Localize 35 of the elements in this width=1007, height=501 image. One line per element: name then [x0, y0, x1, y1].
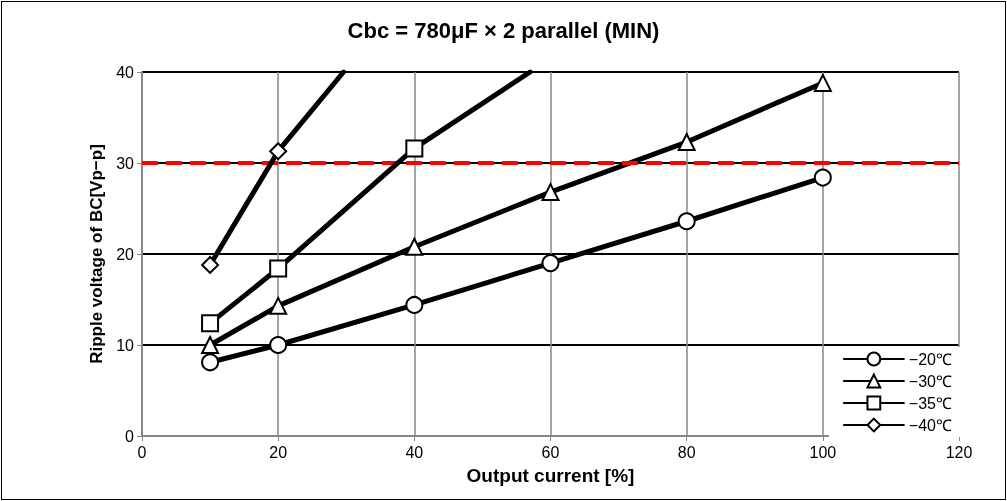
point	[269, 259, 288, 278]
point	[201, 353, 220, 372]
x-tick-label: 20	[269, 443, 288, 461]
legend-label: −20℃	[908, 350, 952, 368]
point	[405, 139, 424, 158]
point	[405, 295, 424, 314]
x-tick-label: 60	[541, 443, 560, 461]
legend-label: −35℃	[908, 394, 952, 412]
legend-label: −40℃	[908, 416, 952, 434]
y-axis-title: Ripple voltage of BC[Vp−p]	[87, 144, 107, 364]
point	[541, 254, 560, 273]
y-tick-label: 10	[116, 336, 135, 354]
x-tick-label: 0	[137, 443, 147, 461]
point	[269, 142, 288, 161]
y-tick-label: 30	[116, 154, 135, 172]
x-tick-label: 40	[405, 443, 424, 461]
point	[269, 336, 288, 354]
chart-title: Cbc = 780μF × 2 parallel (MIN)	[347, 17, 660, 43]
point	[813, 168, 832, 187]
x-tick-label: 80	[677, 443, 696, 461]
y-tick-label: 20	[116, 245, 135, 263]
point	[813, 73, 832, 92]
y-tick-label: 40	[116, 63, 135, 81]
x-tick-label: 100	[809, 443, 837, 461]
point	[201, 314, 220, 333]
x-axis-title: Output current [%]	[466, 465, 635, 486]
point	[269, 296, 288, 315]
point	[201, 336, 220, 354]
y-tick-label: 0	[125, 427, 135, 445]
legend-label: −30℃	[908, 372, 952, 390]
x-tick-label: 120	[945, 443, 973, 461]
point	[541, 183, 560, 202]
point	[677, 133, 696, 152]
point	[201, 255, 220, 274]
point	[677, 212, 696, 231]
